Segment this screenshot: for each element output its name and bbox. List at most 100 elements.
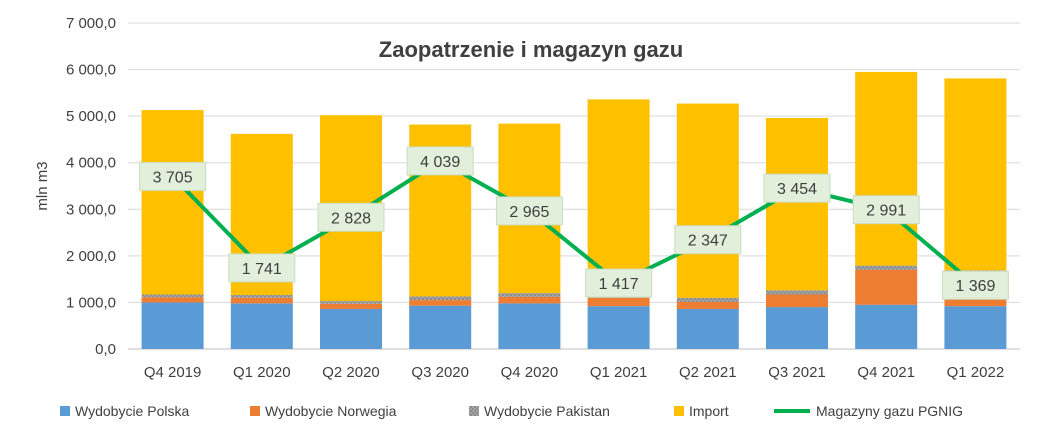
line-data-label: 4 039 (406, 146, 474, 176)
bar-segment-wydobycie-pakistan (141, 294, 204, 298)
data-label-text: 1 369 (955, 278, 995, 295)
legend-item: Magazyny gazu PGNIG (774, 403, 963, 419)
data-label-text: 4 039 (420, 154, 460, 171)
y-tick-label: 6 000,0 (66, 62, 116, 79)
bar-segment-wydobycie-norwegia (855, 269, 918, 305)
legend-swatch (60, 406, 70, 416)
bar-segment-import (944, 78, 1007, 271)
data-label-box (674, 225, 742, 255)
legend: Wydobycie Polska Wydobycie Norwegia Wydoby… (60, 403, 963, 419)
bar-segment-wydobycie-polska (944, 306, 1007, 349)
data-label-box (406, 146, 474, 176)
bar-segment-wydobycie-pakistan (498, 293, 561, 297)
bar-segment-wydobycie-norwegia (141, 297, 204, 303)
data-label-text: 2 965 (509, 204, 549, 221)
y-tick-label: 1 000,0 (66, 294, 116, 311)
legend-label: Wydobycie Pakistan (484, 403, 610, 419)
line-data-label: 2 828 (317, 202, 385, 232)
bar-segment-wydobycie-pakistan (676, 297, 739, 302)
line-data-label: 3 454 (763, 173, 831, 203)
line-data-label: 2 965 (495, 196, 563, 226)
data-label-box (763, 173, 831, 203)
bar-segment-wydobycie-norwegia (498, 296, 561, 304)
bar-segment-wydobycie-norwegia (587, 297, 650, 307)
legend-item: Wydobycie Norwegia (250, 403, 397, 419)
y-axis-label: mln m3 (34, 161, 51, 210)
bar-segment-wydobycie-polska (855, 304, 918, 349)
line-data-label: 1 417 (585, 268, 653, 298)
bar-segment-wydobycie-polska (320, 308, 382, 349)
data-label-text: 2 991 (866, 203, 906, 220)
x-tick-label: Q1 2022 (947, 364, 1005, 381)
y-tick-label: 4 000,0 (66, 155, 116, 172)
data-label-text: 2 347 (688, 233, 728, 250)
data-label-text: 3 705 (153, 169, 193, 186)
legend-swatch (469, 406, 479, 416)
data-label-text: 3 454 (777, 181, 817, 198)
data-label-box (228, 253, 296, 283)
y-axis-ticks: 0,0 1 000,0 2 000,0 3 000,0 4 000,0 5 000,0 6 … (66, 15, 116, 358)
x-tick-label: Q2 2021 (679, 364, 737, 381)
bar-segment-wydobycie-norwegia (766, 294, 828, 308)
bar-segment-import (676, 103, 739, 298)
line-data-label: 1 369 (941, 270, 1009, 300)
y-tick-label: 0,0 (95, 341, 116, 358)
line-data-label: 3 705 (139, 161, 207, 191)
y-tick-label: 7 000,0 (66, 15, 116, 32)
bar-segment-wydobycie-polska (766, 307, 828, 349)
data-label-box (495, 196, 563, 226)
chart-title: Zaopatrzenie i magazyn gazu (379, 37, 683, 62)
data-label-box (317, 202, 385, 232)
bar-segment-wydobycie-polska (141, 302, 204, 349)
bar-segment-wydobycie-norwegia (409, 300, 472, 306)
x-axis-ticks: Q4 2019 Q1 2020 Q2 2020 Q3 2020 Q4 2020 Q1 20… (144, 364, 1004, 381)
bar-segment-wydobycie-norwegia (320, 303, 382, 309)
bar-segment-wydobycie-pakistan (320, 301, 382, 304)
bar-segment-wydobycie-polska (676, 308, 739, 349)
bar-segment-wydobycie-norwegia (230, 297, 293, 304)
x-tick-label: Q4 2019 (144, 364, 202, 381)
bar-segment-wydobycie-norwegia (676, 301, 739, 309)
line-data-label: 1 741 (228, 253, 296, 283)
data-label-box (585, 268, 653, 298)
bar-segment-wydobycie-pakistan (230, 294, 293, 298)
legend-swatch (674, 406, 684, 416)
x-tick-label: Q1 2020 (233, 364, 291, 381)
storage-line (171, 158, 977, 287)
data-label-box (139, 161, 207, 191)
x-tick-label: Q4 2020 (501, 364, 559, 381)
bar-segment-wydobycie-polska (498, 303, 561, 349)
data-labels: 3 705 1 741 2 828 4 039 2 965 1 417 2 347 3 454… (139, 146, 1009, 300)
legend-swatch (250, 406, 260, 416)
y-tick-label: 2 000,0 (66, 248, 116, 265)
x-tick-label: Q3 2020 (411, 364, 469, 381)
bar-segment-import (141, 110, 204, 295)
storage-line-path (171, 158, 977, 287)
bar-segment-wydobycie-pakistan (409, 296, 472, 301)
bar-segment-import (855, 71, 918, 266)
legend-label: Magazyny gazu PGNIG (816, 403, 963, 419)
bar-segment-wydobycie-polska (587, 306, 650, 349)
legend-label: Import (689, 403, 729, 419)
bar-segment-wydobycie-pakistan (766, 290, 828, 295)
x-tick-label: Q3 2021 (768, 364, 826, 381)
x-tick-label: Q4 2021 (857, 364, 915, 381)
bar-segment-wydobycie-polska (230, 303, 293, 349)
y-tick-label: 5 000,0 (66, 108, 116, 125)
line-data-label: 2 347 (674, 225, 742, 255)
bar-segment-import (766, 118, 828, 291)
x-tick-label: Q2 2020 (322, 364, 380, 381)
line-data-label: 2 991 (852, 195, 920, 225)
legend-label: Wydobycie Polska (75, 403, 189, 419)
data-label-text: 2 828 (331, 210, 371, 227)
legend-item: Wydobycie Polska (60, 403, 189, 419)
data-label-text: 1 417 (599, 276, 639, 293)
data-label-text: 1 741 (242, 261, 282, 278)
legend-item: Import (674, 403, 729, 419)
data-label-box (941, 270, 1009, 300)
bar-segment-wydobycie-pakistan (855, 265, 918, 270)
y-tick-label: 3 000,0 (66, 201, 116, 218)
bar-segment-wydobycie-polska (409, 305, 472, 349)
